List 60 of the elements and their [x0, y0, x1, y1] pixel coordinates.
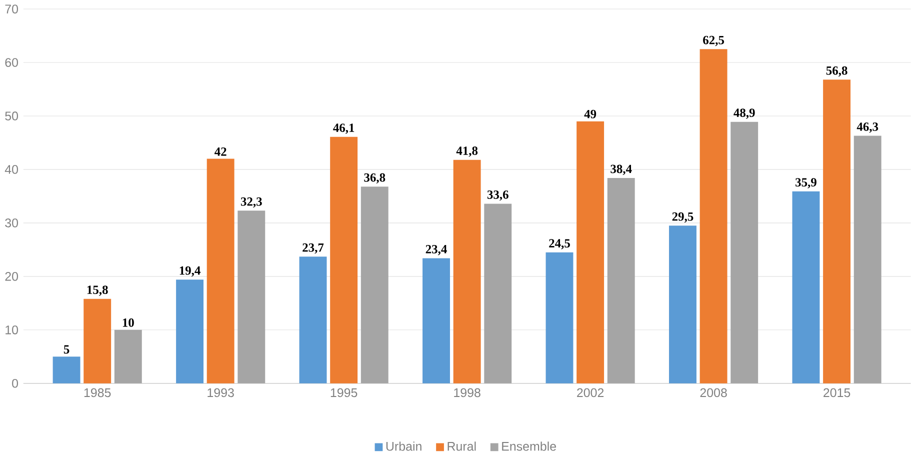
data-label: 41,8	[456, 146, 478, 157]
bar	[730, 122, 758, 384]
bar	[669, 225, 696, 384]
x-tick-label: 2015	[824, 388, 850, 397]
bar	[52, 356, 80, 384]
legend-label: Ensemble	[502, 441, 556, 451]
bar	[576, 121, 604, 384]
legend-label: Rural	[448, 441, 476, 451]
bar	[422, 258, 450, 384]
bar	[607, 178, 635, 384]
data-label: 46,3	[856, 122, 878, 133]
bar	[823, 79, 851, 384]
bar	[206, 158, 234, 384]
data-label: 15,8	[87, 285, 108, 296]
bar	[299, 256, 327, 384]
bar	[176, 280, 204, 384]
data-label: 23,4	[426, 244, 447, 256]
y-tick-label: 30	[5, 218, 18, 228]
bar	[114, 330, 142, 384]
legend-label: Urbain	[386, 441, 422, 451]
y-tick-label: 20	[5, 272, 18, 281]
data-label: 42	[214, 147, 226, 156]
y-tick-label: 60	[5, 58, 18, 67]
data-label: 23,7	[302, 243, 324, 254]
data-label: 56,8	[826, 66, 848, 76]
data-label: 29,5	[672, 212, 694, 222]
bar	[546, 252, 574, 384]
data-label: 62,5	[703, 36, 724, 46]
data-label: 35,9	[796, 178, 816, 188]
x-tick-label: 1995	[330, 388, 358, 397]
x-tick-label: 2002	[577, 388, 604, 397]
data-label: 46,1	[333, 123, 354, 134]
bar	[330, 136, 358, 384]
y-tick-label: 50	[5, 111, 18, 120]
x-tick-label: 1998	[454, 388, 480, 397]
data-label: 19,4	[180, 266, 200, 276]
y-tick-label: 0	[12, 378, 18, 388]
bar	[854, 136, 882, 384]
x-tick-label: 2008	[700, 388, 727, 397]
data-label: 10	[122, 318, 134, 327]
bar	[84, 298, 112, 384]
bar	[700, 49, 728, 384]
bar	[453, 160, 481, 384]
y-tick-label: 10	[6, 325, 18, 334]
data-label: 24,5	[549, 238, 570, 250]
data-label: 33,6	[487, 190, 508, 201]
data-label: 36,8	[364, 173, 386, 184]
x-tick-label: 1993	[208, 388, 234, 397]
y-tick-label: 40	[4, 164, 18, 174]
data-label: 49	[584, 110, 596, 118]
bar	[360, 186, 388, 384]
data-label: 48,9	[734, 108, 755, 119]
data-label: 38,4	[610, 164, 632, 175]
bar	[484, 204, 512, 384]
y-tick-label: 70	[5, 4, 18, 14]
x-tick-label: 1985	[84, 388, 111, 397]
bar	[238, 210, 266, 384]
data-label: 32,3	[240, 197, 262, 208]
bar	[792, 191, 820, 384]
data-label: 5	[64, 345, 70, 354]
